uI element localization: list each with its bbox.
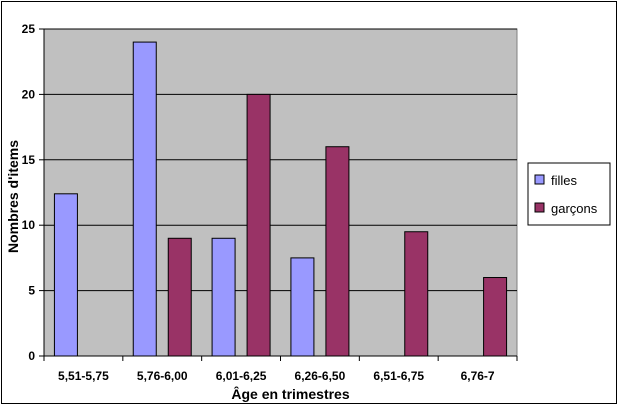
x-tick-label: 6,01-6,25 xyxy=(216,369,267,383)
bar-garcons xyxy=(325,146,350,357)
plot-area xyxy=(43,28,518,357)
bar-garcons xyxy=(483,277,508,357)
x-tick-label: 6,76-7 xyxy=(461,369,495,383)
bars xyxy=(53,41,508,357)
y-tick-label: 20 xyxy=(22,87,36,101)
y-tick-label: 5 xyxy=(28,284,35,298)
y-tick-labels: 0 5 10 15 20 25 xyxy=(22,22,36,363)
y-tick-label: 10 xyxy=(22,218,36,232)
x-tick-label: 5,51-5,75 xyxy=(58,369,109,383)
bar-filles xyxy=(132,41,157,357)
y-axis-title: Nombres d'items xyxy=(5,140,21,253)
legend-swatch xyxy=(534,174,545,185)
legend-box xyxy=(527,162,611,226)
y-tick-label: 0 xyxy=(28,349,35,363)
x-tick-label: 5,76-6,00 xyxy=(137,369,188,383)
x-tick-label: 6,51-6,75 xyxy=(373,369,424,383)
x-tick-label: 6,26-6,50 xyxy=(295,369,346,383)
bar-garcons xyxy=(246,93,271,357)
legend-label: garçons xyxy=(551,201,598,216)
x-axis-title: Âge en trimestres xyxy=(231,385,349,402)
gridlines xyxy=(44,28,517,292)
bar-filles xyxy=(53,193,78,357)
legend-label: filles xyxy=(551,173,578,188)
bar-garcons xyxy=(167,237,192,357)
y-tick-label: 15 xyxy=(22,153,36,167)
legend: filles garçons xyxy=(527,162,611,226)
y-tick-label: 25 xyxy=(22,22,36,36)
axes xyxy=(39,28,518,361)
bar-garcons xyxy=(404,231,429,357)
bar-filles xyxy=(211,237,236,357)
x-tick-labels: 5,51-5,75 5,76-6,00 6,01-6,25 6,26-6,50 6,51… xyxy=(58,369,495,383)
bar-filles xyxy=(290,257,315,357)
legend-swatch xyxy=(534,202,545,213)
